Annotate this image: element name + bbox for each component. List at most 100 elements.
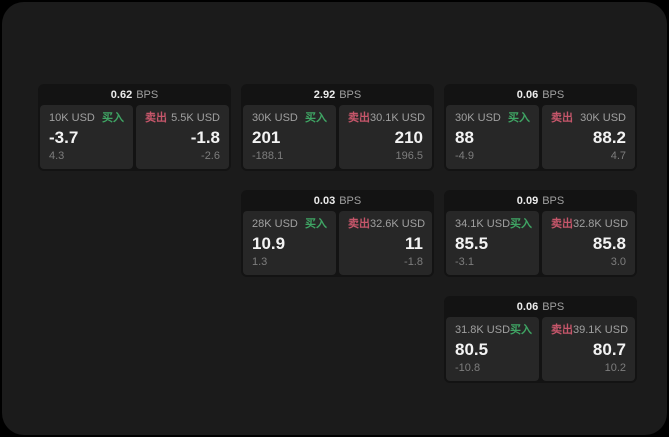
sell-tile[interactable]: 卖出 39.1K USD 80.7 10.2 xyxy=(542,317,635,381)
sell-sub-value: -2.6 xyxy=(201,150,220,162)
buy-sub-value: 4.3 xyxy=(49,150,65,162)
quote-card: 2.92 BPS 30K USD 买入 201 -188.1 卖出 30.1K … xyxy=(241,84,434,171)
card-body: 10K USD 买入 -3.7 4.3 卖出 5.5K USD -1.8 -2.… xyxy=(40,105,229,169)
quote-card: 0.06 BPS 31.8K USD 买入 80.5 -10.8 卖出 39.1… xyxy=(444,296,637,383)
buy-amount: 34.1K USD xyxy=(455,218,511,230)
sell-price: -1.8 xyxy=(190,128,220,147)
sell-amount: 32.8K USD xyxy=(573,218,629,230)
sell-amount: 39.1K USD xyxy=(573,324,629,336)
sell-price: 210 xyxy=(394,128,423,147)
sell-sub-value: 3.0 xyxy=(610,256,626,268)
buy-price: 10.9 xyxy=(252,234,286,253)
quote-card: 0.09 BPS 34.1K USD 买入 85.5 -3.1 卖出 32.8K… xyxy=(444,190,637,277)
buy-tile-top: 31.8K USD 买入 xyxy=(455,324,533,336)
buy-price: 80.5 xyxy=(455,340,489,359)
buy-sub-value: -188.1 xyxy=(252,150,284,162)
bps-value: 0.03 xyxy=(313,194,336,207)
card-header: 0.09 BPS xyxy=(446,190,635,211)
card-body: 31.8K USD 买入 80.5 -10.8 卖出 39.1K USD 80.… xyxy=(446,317,635,381)
buy-sub-value: -4.9 xyxy=(455,150,474,162)
quote-card: 0.06 BPS 30K USD 买入 88 -4.9 卖出 30K USD 8… xyxy=(444,84,637,171)
buy-price: 85.5 xyxy=(455,234,489,253)
sell-price: 88.2 xyxy=(592,128,626,147)
sell-side-label: 卖出 xyxy=(145,112,167,124)
buy-sub-value: -3.1 xyxy=(455,256,474,268)
buy-tile[interactable]: 30K USD 买入 88 -4.9 xyxy=(446,105,539,169)
quote-cards-grid: 0.62 BPS 10K USD 买入 -3.7 4.3 卖出 5.5K USD… xyxy=(38,84,637,383)
sell-tile-top: 卖出 30.1K USD xyxy=(348,112,426,124)
buy-tile[interactable]: 34.1K USD 买入 85.5 -3.1 xyxy=(446,211,539,275)
buy-side-label: 买入 xyxy=(510,324,533,336)
bps-value: 0.06 xyxy=(516,300,539,313)
buy-price: 201 xyxy=(252,128,281,147)
card-body: 30K USD 买入 201 -188.1 卖出 30.1K USD 210 1… xyxy=(243,105,432,169)
buy-sub-value: 1.3 xyxy=(252,256,268,268)
buy-tile[interactable]: 28K USD 买入 10.9 1.3 xyxy=(243,211,336,275)
bps-unit-label: BPS xyxy=(339,194,362,207)
sell-side-label: 卖出 xyxy=(348,218,370,230)
sell-tile[interactable]: 卖出 30K USD 88.2 4.7 xyxy=(542,105,635,169)
sell-side-label: 卖出 xyxy=(551,112,573,124)
sell-sub-value: 4.7 xyxy=(610,150,626,162)
buy-side-label: 买入 xyxy=(102,112,124,124)
card-header: 0.03 BPS xyxy=(243,190,432,211)
buy-amount: 10K USD xyxy=(49,112,95,124)
bps-value: 0.62 xyxy=(110,88,133,101)
sell-tile[interactable]: 卖出 5.5K USD -1.8 -2.6 xyxy=(136,105,229,169)
buy-tile[interactable]: 10K USD 买入 -3.7 4.3 xyxy=(40,105,133,169)
sell-side-label: 卖出 xyxy=(348,112,370,124)
sell-side-label: 卖出 xyxy=(551,218,573,230)
card-header: 2.92 BPS xyxy=(243,84,432,105)
bps-unit-label: BPS xyxy=(542,300,565,313)
card-header: 0.06 BPS xyxy=(446,84,635,105)
bps-unit-label: BPS xyxy=(339,88,362,101)
buy-amount: 30K USD xyxy=(455,112,501,124)
bps-unit-label: BPS xyxy=(542,194,565,207)
sell-side-label: 卖出 xyxy=(551,324,573,336)
buy-amount: 31.8K USD xyxy=(455,324,511,336)
buy-tile[interactable]: 30K USD 买入 201 -188.1 xyxy=(243,105,336,169)
sell-amount: 5.5K USD xyxy=(171,112,220,124)
sell-amount: 30.1K USD xyxy=(370,112,426,124)
sell-price: 85.8 xyxy=(592,234,626,253)
sell-price: 80.7 xyxy=(592,340,626,359)
buy-amount: 28K USD xyxy=(252,218,298,230)
sell-tile[interactable]: 卖出 30.1K USD 210 196.5 xyxy=(339,105,432,169)
sell-price: 11 xyxy=(405,234,423,253)
buy-side-label: 买入 xyxy=(305,112,327,124)
sell-tile-top: 卖出 32.6K USD xyxy=(348,218,426,230)
buy-price: -3.7 xyxy=(49,128,79,147)
bps-value: 2.92 xyxy=(313,88,336,101)
buy-tile-top: 30K USD 买入 xyxy=(252,113,327,124)
card-header: 0.62 BPS xyxy=(40,84,229,105)
buy-side-label: 买入 xyxy=(305,218,327,230)
sell-tile-top: 卖出 5.5K USD xyxy=(145,113,220,124)
sell-tile-top: 卖出 30K USD xyxy=(551,113,626,124)
buy-tile-top: 30K USD 买入 xyxy=(455,113,530,124)
buy-side-label: 买入 xyxy=(508,112,530,124)
sell-tile[interactable]: 卖出 32.8K USD 85.8 3.0 xyxy=(542,211,635,275)
sell-amount: 32.6K USD xyxy=(370,218,426,230)
buy-sub-value: -10.8 xyxy=(455,362,481,374)
buy-tile-top: 28K USD 买入 xyxy=(252,219,327,230)
sell-sub-value: 10.2 xyxy=(604,362,626,374)
card-body: 34.1K USD 买入 85.5 -3.1 卖出 32.8K USD 85.8… xyxy=(446,211,635,275)
buy-price: 88 xyxy=(455,128,474,147)
sell-tile[interactable]: 卖出 32.6K USD 11 -1.8 xyxy=(339,211,432,275)
sell-amount: 30K USD xyxy=(580,112,626,124)
buy-tile-top: 34.1K USD 买入 xyxy=(455,218,533,230)
card-body: 28K USD 买入 10.9 1.3 卖出 32.6K USD 11 -1.8 xyxy=(243,211,432,275)
bps-unit-label: BPS xyxy=(136,88,159,101)
quote-card: 0.03 BPS 28K USD 买入 10.9 1.3 卖出 32.6K US… xyxy=(241,190,434,277)
card-body: 30K USD 买入 88 -4.9 卖出 30K USD 88.2 4.7 xyxy=(446,105,635,169)
sell-tile-top: 卖出 32.8K USD xyxy=(551,218,629,230)
card-header: 0.06 BPS xyxy=(446,296,635,317)
sell-tile-top: 卖出 39.1K USD xyxy=(551,324,629,336)
bps-value: 0.06 xyxy=(516,88,539,101)
buy-side-label: 买入 xyxy=(510,218,533,230)
buy-tile[interactable]: 31.8K USD 买入 80.5 -10.8 xyxy=(446,317,539,381)
buy-amount: 30K USD xyxy=(252,112,298,124)
bps-unit-label: BPS xyxy=(542,88,565,101)
